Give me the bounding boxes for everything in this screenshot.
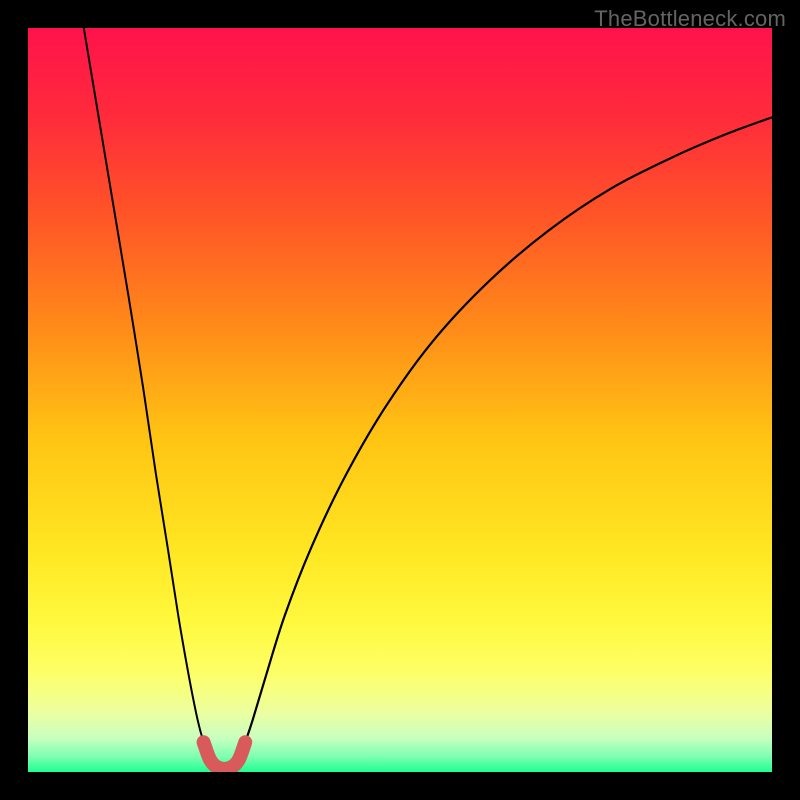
plot-background [28,28,772,772]
chart-frame: TheBottleneck.com [0,0,800,800]
watermark-text: TheBottleneck.com [594,6,786,32]
plot-area [28,28,772,772]
chart-svg [28,28,772,772]
